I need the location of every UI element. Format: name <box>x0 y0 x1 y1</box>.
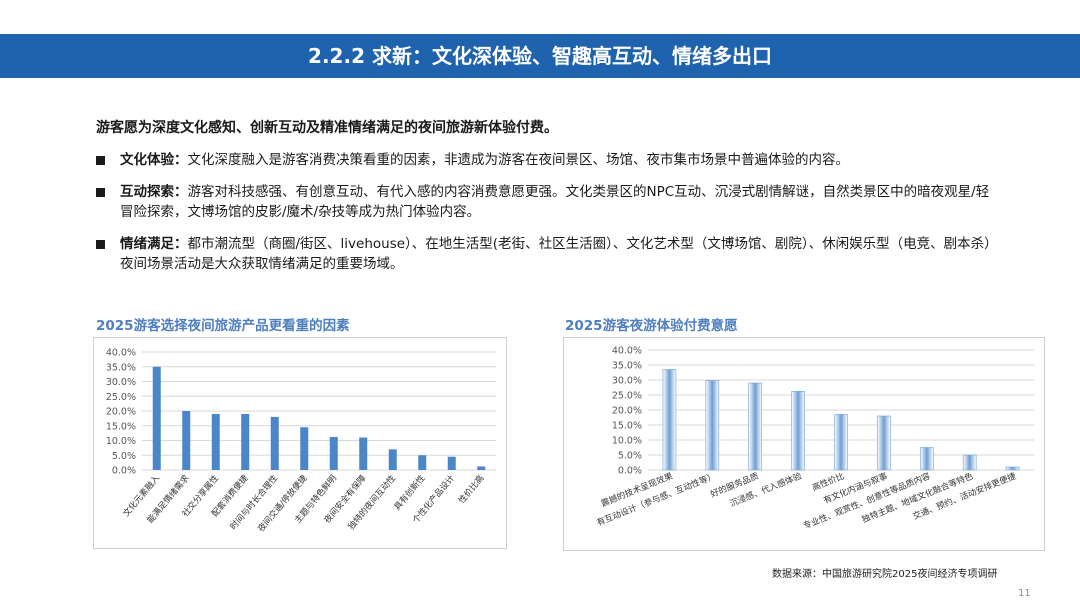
bar <box>388 449 397 470</box>
y-tick-label: 30.0% <box>106 377 136 388</box>
bullet-item: 情绪满足：都市潮流型（商圈/街区、livehouse）、在地生活型(老街、社区生… <box>96 234 996 274</box>
bullet-label: 情绪满足： <box>120 236 188 252</box>
y-tick-label: 35.0% <box>612 361 642 372</box>
bar <box>477 466 486 470</box>
lead-text: 游客愿为深度文化感知、创新互动及精准情绪满足的夜间旅游新体验付费。 <box>96 120 558 136</box>
bullet-text: 都市潮流型（商圈/街区、livehouse）、在地生活型(老街、社区生活圈）、文… <box>120 236 991 272</box>
y-tick-label: 10.0% <box>612 436 642 447</box>
bar <box>1005 466 1020 471</box>
bullet-text: 文化深度融入是游客消费决策看重的因素，非遗成为游客在夜间景区、场馆、夜市集市场景… <box>187 152 850 168</box>
bar <box>705 380 720 471</box>
bullet-list: 文化体验：文化深度融入是游客消费决策看重的因素，非遗成为游客在夜间景区、场馆、夜… <box>96 150 996 286</box>
chart-willingness: 0.0% 5.0% 10.0% 15.0% 20.0% 25.0% 30.0% 35.0% 40… <box>563 337 1045 551</box>
y-tick-label: 20.0% <box>106 407 136 418</box>
y-tick-label: 15.0% <box>106 421 136 432</box>
chart-title-factors: 2025游客选择夜间旅游产品更看重的因素 <box>96 318 350 334</box>
square-bullet-icon <box>96 188 105 197</box>
y-tick-label: 5.0% <box>618 451 642 462</box>
bullet-text: 游客对科技感强、有创意互动、有代入感的内容消费意愿更强。文化类景区的NPC互动、… <box>120 184 990 220</box>
y-tick-label: 10.0% <box>106 436 136 447</box>
bar <box>152 366 161 470</box>
x-tick-label: 夜间交通/停放便捷 <box>256 472 310 534</box>
bar <box>211 413 220 470</box>
y-tick-label: 25.0% <box>106 392 136 403</box>
y-tick-label: 5.0% <box>112 451 136 462</box>
bar <box>834 414 848 471</box>
bullet-label: 文化体验： <box>120 152 188 168</box>
bar <box>329 436 338 470</box>
bullet-item: 互动探索：游客对科技感强、有创意互动、有代入感的内容消费意愿更强。文化类景区的N… <box>96 182 996 222</box>
page-title: 2.2.2 求新：文化深体验、智趣高互动、情绪多出口 <box>308 44 772 68</box>
x-tick-label: 沉浸感、代入感体验 <box>728 470 804 509</box>
bar <box>748 382 763 471</box>
chart-factors-svg: 0.0% 5.0% 10.0% 15.0% 20.0% 25.0% 30.0% 35.0% 40… <box>106 348 496 534</box>
bullet-label: 互动探索： <box>120 184 188 200</box>
title-banner: 2.2.2 求新：文化深体验、智趣高互动、情绪多出口 <box>0 34 1080 78</box>
bar <box>270 416 279 470</box>
bar <box>962 454 977 471</box>
y-tick-label: 30.0% <box>612 376 642 387</box>
bullet-item: 文化体验：文化深度融入是游客消费决策看重的因素，非遗成为游客在夜间景区、场馆、夜… <box>96 150 996 170</box>
square-bullet-icon <box>96 156 105 165</box>
square-bullet-icon <box>96 240 105 249</box>
bar <box>418 455 427 470</box>
chart-title-willingness: 2025游客夜游体验付费意愿 <box>565 318 738 334</box>
bar <box>662 369 677 471</box>
bar <box>447 456 456 470</box>
y-tick-label: 0.0% <box>112 466 136 477</box>
chart-willingness-svg: 0.0% 5.0% 10.0% 15.0% 20.0% 25.0% 30.0% 35.0% 40… <box>595 346 1034 532</box>
bar <box>359 437 368 470</box>
bar <box>182 411 191 470</box>
page-number: 11 <box>1018 588 1031 599</box>
x-tick-label: 性价比高 <box>456 473 486 506</box>
y-tick-label: 15.0% <box>612 421 642 432</box>
y-tick-label: 25.0% <box>612 391 642 402</box>
bar <box>877 415 891 471</box>
bar <box>300 427 309 470</box>
bar <box>919 447 934 471</box>
y-tick-label: 35.0% <box>106 362 136 373</box>
bar <box>241 413 250 470</box>
y-tick-label: 40.0% <box>612 346 642 357</box>
y-tick-label: 0.0% <box>618 466 642 477</box>
data-source-note: 数据来源：中国旅游研究院2025夜间经济专项调研 <box>772 569 998 580</box>
bar <box>791 391 805 471</box>
y-tick-label: 20.0% <box>612 406 642 417</box>
chart-factors: 0.0% 5.0% 10.0% 15.0% 20.0% 25.0% 30.0% 35.0% 40… <box>93 337 507 549</box>
y-tick-label: 40.0% <box>106 348 136 359</box>
